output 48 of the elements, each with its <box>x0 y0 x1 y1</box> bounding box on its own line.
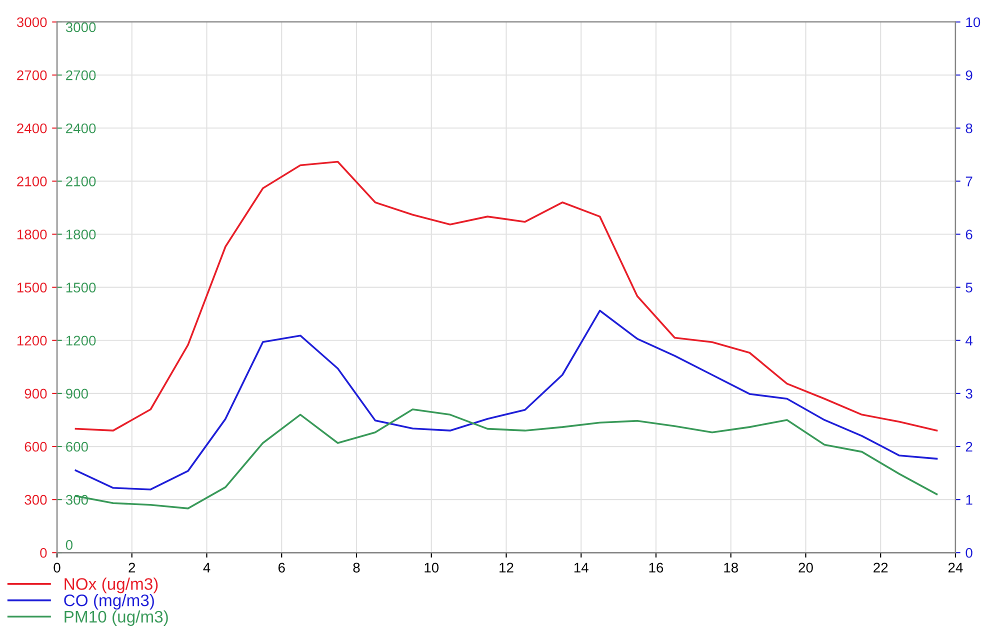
x-tick-label: 12 <box>500 562 514 572</box>
y2-tick-label: 0 <box>966 548 972 558</box>
legend-label: PM10 (ug/m3) <box>64 610 168 626</box>
y3-tick-label: 1200 <box>17 336 47 346</box>
y3-tick-label: 2400 <box>17 123 47 134</box>
x-tick-label: 6 <box>278 562 285 573</box>
legend-label: NOx (ug/m3) <box>64 578 158 594</box>
x-tick-label: 0 <box>54 562 60 573</box>
y-tick-label: 2100 <box>66 176 96 186</box>
y-tick-label: 1200 <box>66 336 96 346</box>
y2-tick-label: 4 <box>966 336 973 346</box>
x-tick-label: 2 <box>128 562 136 572</box>
y3-tick-label: 2700 <box>17 70 47 80</box>
y2-tick-label: 10 <box>966 17 980 28</box>
y3-tick-label: 2100 <box>17 176 47 186</box>
x-tick-label: 10 <box>424 562 439 573</box>
y3-tick-label: 1800 <box>17 230 47 240</box>
y2-tick-label: 3 <box>966 388 972 399</box>
y2-tick-label: 7 <box>966 176 972 186</box>
y2-tick-label: 5 <box>966 282 972 292</box>
x-tick-label: 22 <box>874 562 888 572</box>
x-tick-label: 14 <box>574 562 588 572</box>
y-tick-label: 600 <box>66 442 88 452</box>
y-tick-label: 3000 <box>66 22 96 32</box>
y2-tick-label: 1 <box>966 495 972 505</box>
y3-tick-label: 900 <box>24 388 47 399</box>
x-tick-label: 20 <box>798 562 813 573</box>
y-tick-label: 0 <box>66 540 73 550</box>
y-tick-label: 1500 <box>66 282 96 292</box>
y3-tick-label: 1500 <box>17 282 47 292</box>
y-tick-label: 900 <box>66 388 88 399</box>
y3-tick-label: 0 <box>40 548 47 558</box>
y-tick-label: 2700 <box>66 70 96 80</box>
y2-tick-label: 9 <box>966 70 972 80</box>
x-tick-label: 18 <box>724 562 738 573</box>
y3-tick-label: 3000 <box>16 17 47 28</box>
y2-tick-label: 8 <box>966 123 972 134</box>
x-tick-label: 24 <box>948 562 963 572</box>
legend-label: CO (mg/m3) <box>64 594 154 610</box>
y3-tick-label: 600 <box>24 442 47 452</box>
x-tick-label: 8 <box>353 562 360 573</box>
y3-tick-label: 300 <box>24 494 47 505</box>
x-tick-label: 4 <box>203 562 210 572</box>
y2-tick-label: 2 <box>966 442 972 452</box>
y-tick-label: 2400 <box>66 123 96 134</box>
x-tick-label: 16 <box>649 562 664 573</box>
y-tick-label: 1800 <box>66 230 96 240</box>
y2-tick-label: 6 <box>966 230 972 240</box>
